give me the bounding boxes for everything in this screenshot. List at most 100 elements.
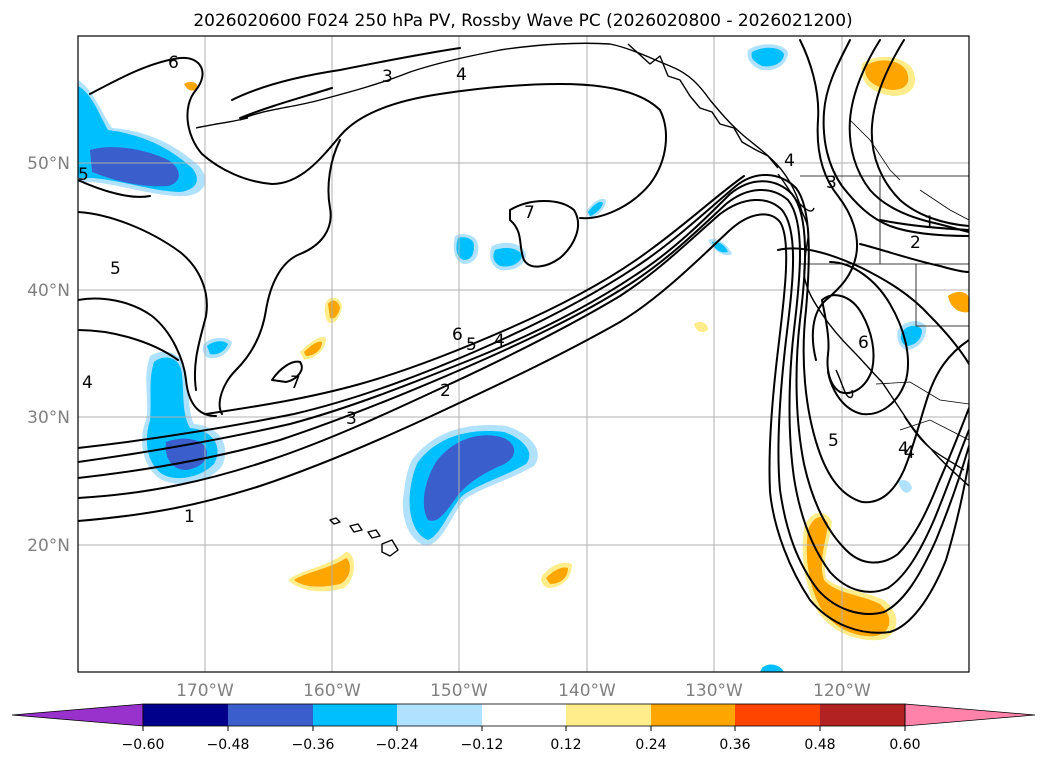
hawaii-island-4	[381, 539, 399, 557]
shade-blue	[207, 341, 228, 355]
pv-contours	[78, 39, 969, 634]
shade-orange	[865, 60, 909, 90]
contour-pv-west-lower	[78, 329, 179, 361]
map-frame	[77, 35, 970, 673]
contour-label: 7	[290, 373, 301, 393]
contour-label: 4	[904, 443, 915, 463]
coastlines	[195, 42, 969, 557]
colorbar-ticks	[142, 726, 906, 731]
colorbar-tick-label: −0.24	[376, 737, 419, 753]
shade-blue	[456, 237, 474, 260]
contour-pv-4-north	[231, 47, 461, 101]
shade-blue	[588, 202, 603, 216]
colorbar: −0.60 −0.48 −0.36 −0.24 −0.12 0.12 0.24 …	[11, 703, 1036, 753]
contour-pv-nw-ridge-2	[848, 39, 969, 233]
colorbar-segment	[397, 704, 482, 726]
lon-tick-label: 120°W	[813, 681, 871, 701]
colorbar-segment	[904, 703, 1036, 727]
shade-royal-blue	[423, 435, 515, 521]
shade-orange	[328, 300, 340, 319]
shade-blue	[493, 248, 522, 267]
lat-tick-label: 50°N	[27, 154, 70, 174]
contour-pv-7-loop	[218, 139, 341, 415]
colorbar-tick-label: 0.12	[550, 737, 581, 753]
colorbar-tick-label: 0.36	[719, 737, 750, 753]
contour-pv-4	[78, 180, 969, 564]
contour-label: 3	[826, 173, 837, 193]
contour-pv-5-west	[78, 211, 208, 391]
lon-tick-label: 160°W	[303, 681, 361, 701]
contour-label: 1	[924, 213, 935, 233]
colorbar-segment	[735, 704, 820, 726]
contour-label: 6	[452, 325, 463, 345]
lat-tick-label: 30°N	[27, 408, 70, 428]
colorbar-segment	[228, 704, 313, 726]
contour-pv-1-east	[879, 219, 969, 231]
colorbar-segment	[820, 704, 905, 726]
hawaii-island-3	[367, 529, 381, 539]
colorbar-tick-label: −0.36	[292, 737, 335, 753]
alaska-panhandle	[627, 43, 779, 169]
contour-labels: 6 3 4 5 7 6 5 4 2 3 1 4 7 4 3 1 2 6 5 4 …	[78, 53, 935, 527]
contour-label: 5	[110, 259, 121, 279]
colorbar-segment	[313, 704, 397, 726]
contour-label: 4	[494, 331, 505, 351]
contour-label: 4	[898, 439, 909, 459]
colorbar-tick-label: 0.60	[889, 737, 920, 753]
figure-title: 2026020600 F024 250 hPa PV, Rossby Wave …	[193, 11, 852, 31]
hawaii-island-2	[349, 523, 363, 533]
contour-pv-north-main	[89, 56, 667, 220]
latitude-labels: 50°N 40°N 30°N 20°N	[27, 154, 70, 556]
lat-tick-label: 20°N	[27, 536, 70, 556]
colorbar-segment	[482, 704, 566, 726]
aleutian-arc	[195, 117, 249, 129]
contour-pv-nw	[78, 179, 151, 198]
contour-pv-nw-ridge-3	[870, 39, 969, 227]
contour-pv-nw-ridge-1	[822, 39, 969, 237]
lon-tick-label: 170°W	[176, 681, 234, 701]
colorbar-tick-label: −0.60	[122, 737, 165, 753]
colorbar-tick-label: 0.48	[804, 737, 835, 753]
colorbar-segment	[11, 703, 144, 727]
contour-pv-4-west	[78, 297, 217, 417]
shade-orange	[294, 558, 350, 587]
negative-anomaly-shading	[78, 44, 927, 672]
contour-pv-4-east	[777, 247, 969, 365]
shade-light-blue	[898, 480, 912, 493]
shade-orange	[304, 341, 322, 356]
shade-blue	[751, 47, 784, 67]
contour-label: 2	[910, 233, 921, 253]
contour-label: 7	[524, 203, 535, 223]
shade-light-yellow	[694, 322, 708, 332]
colorbar-tick-label: −0.12	[461, 737, 504, 753]
contour-pv-2	[78, 198, 969, 615]
contour-label: 3	[382, 67, 393, 87]
colorbar-frame	[142, 703, 906, 727]
contour-label: 4	[82, 373, 93, 393]
contour-pv-1	[78, 213, 969, 634]
hawaii-island-1	[329, 517, 341, 525]
contour-label: 3	[346, 409, 357, 429]
contour-pv-5-loop-ca	[827, 261, 909, 416]
contour-label: 5	[828, 431, 839, 451]
north-american-coast	[239, 42, 969, 487]
contour-pv-3	[78, 188, 969, 593]
shade-orange	[806, 517, 890, 637]
lon-tick-label: 140°W	[558, 681, 616, 701]
shade-orange	[184, 81, 198, 91]
contour-pv-2-east	[859, 243, 969, 273]
contour-pv-7-small	[271, 360, 303, 383]
political-borders	[800, 119, 969, 441]
lon-tick-label: 150°W	[430, 681, 488, 701]
lon-tick-label: 130°W	[685, 681, 743, 701]
contour-pv-6-loop-ca	[821, 294, 875, 394]
shade-royal-blue	[90, 147, 179, 187]
contour-label: 6	[858, 333, 869, 353]
colorbar-tick-label: 0.24	[635, 737, 666, 753]
colorbar-segment	[651, 704, 735, 726]
longitude-labels: 170°W 160°W 150°W 140°W 130°W 120°W	[176, 681, 871, 701]
shade-orange	[948, 291, 969, 313]
shade-orange	[546, 567, 568, 584]
map-panel: 6 3 4 5 7 6 5 4 2 3 1 4 7 4 3 1 2 6 5 4 …	[78, 36, 969, 672]
colorbar-tick-label: −0.48	[207, 737, 250, 753]
